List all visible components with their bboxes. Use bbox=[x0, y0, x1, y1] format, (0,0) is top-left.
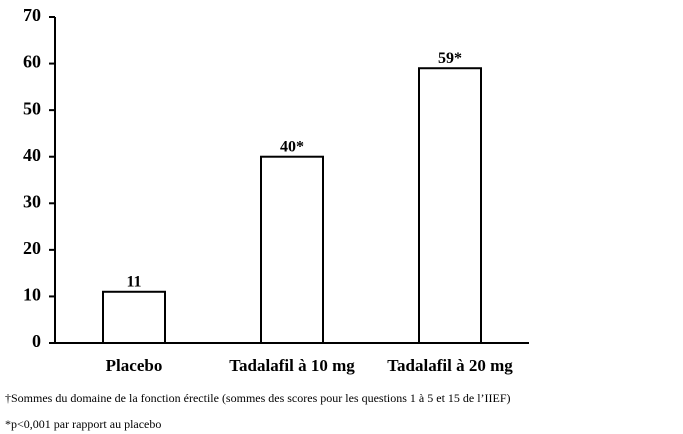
y-tick-label: 70 bbox=[23, 5, 41, 25]
value-label: 40* bbox=[280, 138, 304, 155]
y-tick-label: 60 bbox=[23, 52, 41, 72]
x-tick-label: Tadalafil à 10 mg bbox=[229, 356, 355, 375]
bar bbox=[418, 67, 482, 344]
x-tick-label: Placebo bbox=[106, 356, 163, 375]
bar bbox=[102, 290, 166, 344]
value-label: 59* bbox=[438, 50, 462, 67]
y-tick-label: 20 bbox=[23, 238, 41, 258]
value-label: 11 bbox=[126, 273, 141, 290]
y-tick-label: 10 bbox=[23, 285, 41, 305]
footnote: †Sommes du domaine de la fonction érecti… bbox=[5, 391, 511, 405]
bar bbox=[260, 155, 324, 344]
y-tick-label: 30 bbox=[23, 191, 41, 211]
footnote: *p<0,001 par rapport au placebo bbox=[5, 417, 161, 431]
x-tick-label: Tadalafil à 20 mg bbox=[387, 356, 513, 375]
y-tick-label: 50 bbox=[23, 98, 41, 118]
y-tick-label: 0 bbox=[32, 331, 41, 351]
y-tick-label: 40 bbox=[23, 145, 41, 165]
